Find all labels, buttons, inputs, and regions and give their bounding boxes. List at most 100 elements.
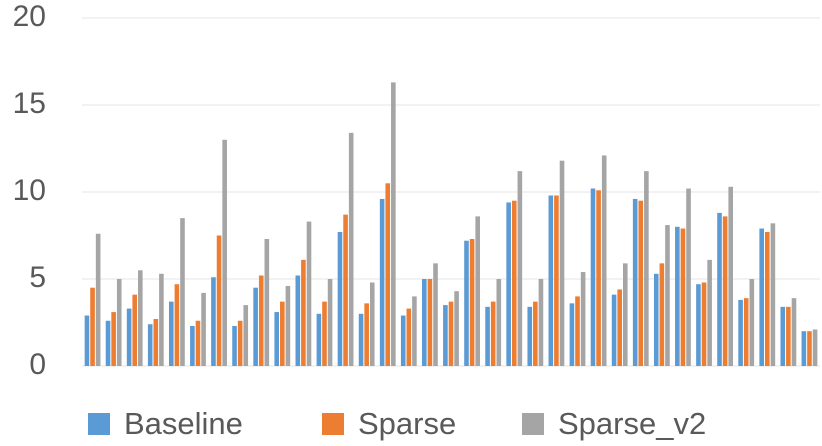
bar <box>632 198 638 366</box>
bar <box>105 320 111 366</box>
y-tick-label: 15 <box>13 87 46 120</box>
legend-swatch <box>522 413 544 435</box>
bar <box>168 301 174 366</box>
bar <box>780 306 786 366</box>
bar <box>575 296 580 366</box>
bar <box>569 303 575 366</box>
bar <box>285 285 291 366</box>
y-tick-label: 5 <box>29 261 46 294</box>
y-tick-label: 0 <box>29 348 46 381</box>
bar <box>464 240 469 366</box>
bar <box>412 296 417 366</box>
bar <box>243 305 249 366</box>
bar <box>533 301 538 366</box>
bar <box>812 329 818 366</box>
bar <box>701 282 707 366</box>
bar <box>95 233 101 366</box>
bar <box>517 171 523 366</box>
bar <box>147 324 153 366</box>
bar <box>764 232 770 366</box>
bar <box>138 270 143 366</box>
bar <box>422 279 427 366</box>
bar <box>707 259 712 366</box>
bar <box>749 279 755 366</box>
legend-label: Baseline <box>124 406 243 441</box>
bar <box>622 263 628 366</box>
bar <box>644 171 649 366</box>
bar <box>653 273 659 366</box>
bar <box>554 195 559 366</box>
bar <box>116 279 122 366</box>
bar <box>132 294 138 366</box>
bar <box>190 325 195 366</box>
bar <box>511 200 517 366</box>
bar <box>759 228 764 366</box>
bar <box>611 294 617 366</box>
bar <box>195 320 201 366</box>
bar <box>264 238 270 366</box>
bar <box>475 216 480 366</box>
bar <box>216 235 222 366</box>
bar <box>601 155 607 366</box>
bar <box>111 312 116 366</box>
bar <box>675 226 680 366</box>
bar <box>807 331 812 366</box>
bar <box>659 263 665 366</box>
bar <box>274 312 280 366</box>
bar <box>159 273 164 366</box>
bar <box>280 301 285 366</box>
bar <box>443 305 448 366</box>
legend-label: Sparse_v2 <box>558 406 706 441</box>
bar <box>590 188 596 366</box>
bar <box>232 325 237 366</box>
bar <box>559 160 565 366</box>
bar <box>126 308 132 366</box>
bar <box>211 277 216 366</box>
bar <box>454 291 459 366</box>
bar <box>527 306 533 366</box>
bar <box>722 216 728 366</box>
bar <box>258 275 264 366</box>
bar <box>180 218 185 366</box>
bar <box>506 202 511 366</box>
bar <box>580 272 586 366</box>
bar <box>538 279 544 366</box>
bar <box>485 306 490 366</box>
bar <box>322 301 327 366</box>
bar <box>295 275 301 366</box>
bar <box>174 284 180 366</box>
bar <box>406 308 412 366</box>
bar <box>201 292 206 366</box>
bar <box>343 214 348 366</box>
bar <box>337 232 343 366</box>
bar <box>717 212 722 366</box>
bar <box>791 298 797 366</box>
bar <box>696 284 701 366</box>
bar <box>427 279 433 366</box>
bar <box>358 313 364 366</box>
bar <box>665 225 670 366</box>
bar <box>316 313 322 366</box>
bar <box>448 301 454 366</box>
bar <box>770 223 776 366</box>
bar <box>786 306 791 366</box>
bar <box>253 287 258 366</box>
bar <box>801 331 807 366</box>
bar <box>301 259 306 366</box>
bar <box>738 299 743 366</box>
bar <box>84 315 90 366</box>
bar <box>680 228 686 366</box>
bar <box>364 303 369 366</box>
bar <box>369 282 375 366</box>
bar <box>348 132 354 366</box>
bar <box>469 238 475 366</box>
bar <box>379 198 385 366</box>
bar <box>385 183 391 366</box>
bar <box>327 279 333 366</box>
bar <box>617 289 622 366</box>
bar <box>306 221 312 366</box>
bar <box>90 287 95 366</box>
bar <box>596 190 601 366</box>
legend-swatch <box>322 413 344 435</box>
bar <box>237 320 243 366</box>
